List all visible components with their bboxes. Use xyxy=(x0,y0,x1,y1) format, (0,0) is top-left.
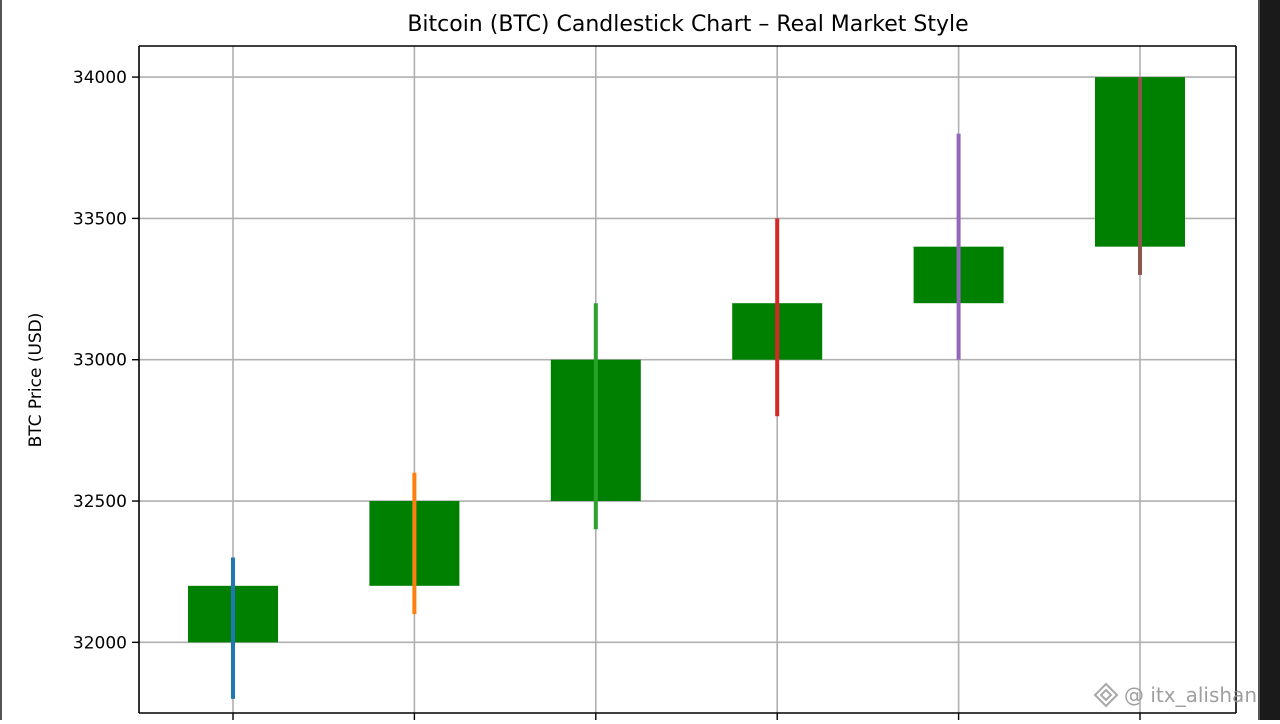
diamond-logo-icon xyxy=(1092,681,1120,709)
y-tick-label: 33000 xyxy=(73,351,127,371)
candles xyxy=(188,77,1185,699)
watermark: @ itx_alishan xyxy=(1092,680,1257,710)
y-tick-label: 33500 xyxy=(73,209,127,229)
grid-lines xyxy=(139,46,1236,713)
axes: 32000 32500 33000 33500 34000 xyxy=(73,45,1237,720)
chart-title: Bitcoin (BTC) Candlestick Chart – Real M… xyxy=(407,12,968,37)
y-axis-label: BTC Price (USD) xyxy=(26,313,46,448)
y-tick-label: 34000 xyxy=(73,68,127,88)
frame-right-border xyxy=(1258,0,1260,720)
window-edge xyxy=(1260,0,1280,720)
y-tick-label: 32500 xyxy=(73,492,127,512)
y-tick-label: 32000 xyxy=(73,633,127,653)
frame-left-border xyxy=(0,0,2,720)
watermark-text: @ itx_alishan xyxy=(1124,683,1257,707)
